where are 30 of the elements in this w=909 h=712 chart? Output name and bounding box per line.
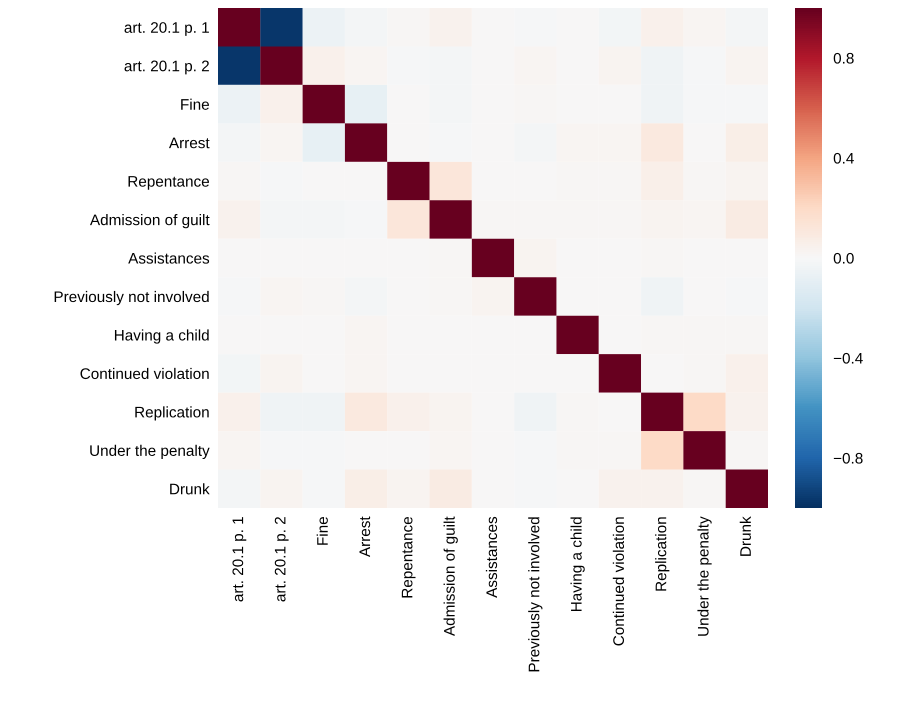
y-tick-label: art. 20.1 p. 2 (124, 60, 209, 74)
y-tick-label: Repentance (128, 176, 209, 190)
y-tick-label: Having a child (114, 329, 209, 344)
x-tick-label: Under the penalty (697, 516, 712, 636)
x-tick-label: Admission of guilt (444, 516, 458, 636)
y-tick-label: Assistances (128, 252, 210, 264)
y-tick-label: Replication (135, 406, 209, 421)
y-tick-label: Fine (181, 98, 209, 110)
x-tick-label: art. 20.1 p. 2 (274, 517, 289, 602)
y-tick-label: Drunk (170, 483, 210, 494)
x-tick-label: Previously not involved (528, 517, 542, 672)
x-tick-label: Having a child (570, 517, 585, 612)
color-bar-label: 0.4 (834, 152, 854, 164)
color-bar-label: 0.0 (834, 252, 854, 264)
y-tick-label: art. 20.1 p. 1 (124, 22, 209, 36)
y-tick-label: Admission of guilt (90, 214, 210, 228)
y-tick-label: Arrest (168, 138, 210, 148)
y-tick-label: Continued violation (80, 368, 209, 380)
x-tick-label: Drunk (740, 516, 751, 556)
x-tick-label: Repentance (402, 517, 416, 598)
x-tick-label: Arrest (360, 516, 370, 558)
x-tick-label: Fine (316, 517, 328, 545)
x-tick-label: Continued violation (612, 517, 624, 646)
y-tick-label: Previously not involved (54, 290, 209, 306)
y-tick-label: Under the penalty (90, 444, 210, 460)
x-tick-label: Replication (655, 517, 670, 591)
x-tick-label: Assistances (486, 516, 498, 598)
color-bar-label: −0.4 (834, 352, 863, 364)
color-bar-label: −0.8 (834, 452, 863, 464)
color-bar-label: 0.8 (834, 52, 854, 64)
